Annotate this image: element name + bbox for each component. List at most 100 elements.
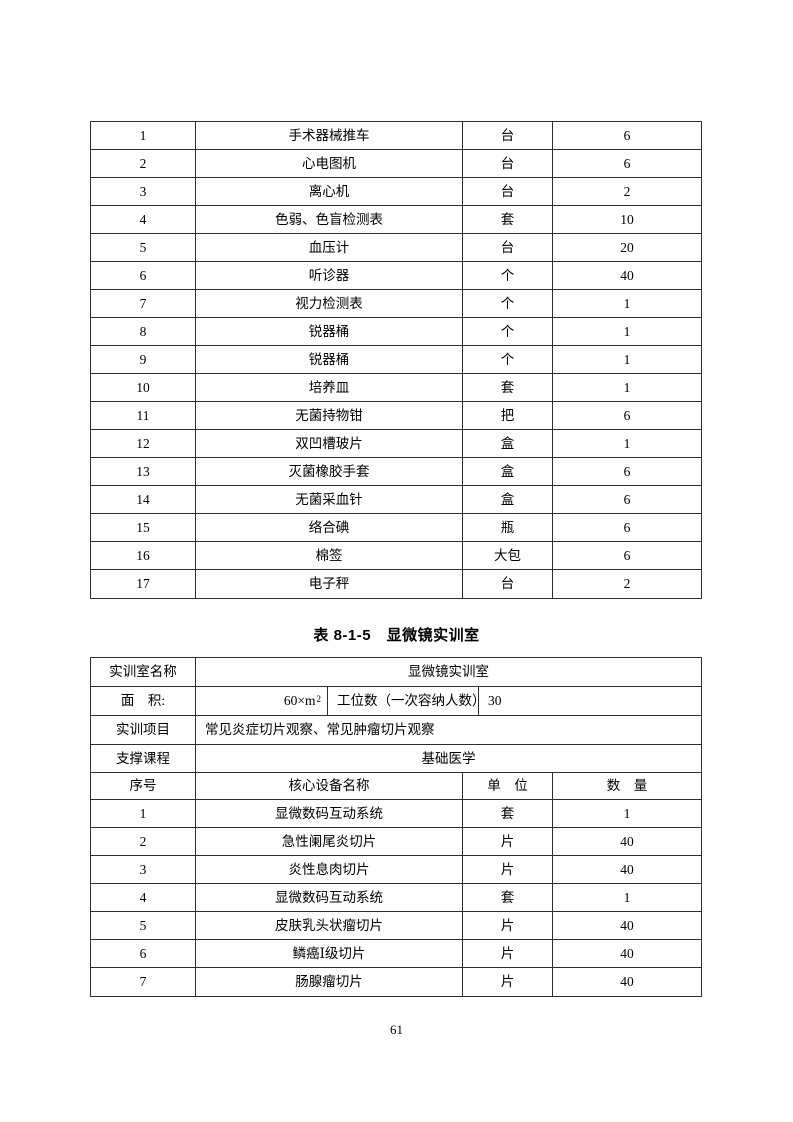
qty-cell: 1 [623, 379, 631, 395]
seq-cell: 9 [91, 346, 196, 373]
seq-cell: 6 [91, 262, 196, 289]
name-cell: 鳞癌Ⅰ级切片 [196, 940, 463, 967]
name-cell: 视力检测表 [196, 290, 463, 317]
table-row: 5 皮肤乳头状瘤切片 片 40 [91, 912, 701, 940]
name-cell: 显微数码互动系统 [196, 884, 463, 911]
name-cell: 听诊器 [196, 262, 463, 289]
qty-cell: 40 [620, 917, 634, 933]
table-row: 11 无菌持物钳 把 6 [91, 402, 701, 430]
unit-cell: 个 [463, 346, 553, 373]
name-cell: 棉签 [196, 542, 463, 569]
seq-cell: 13 [91, 458, 196, 485]
name-cell: 锐器桶 [196, 318, 463, 345]
unit-cell: 瓶 [463, 514, 553, 541]
room-name-value: 显微镜实训室 [408, 664, 489, 680]
unit-cell: 个 [463, 318, 553, 345]
unit-cell: 个 [463, 290, 553, 317]
name-cell: 血压计 [196, 234, 463, 261]
name-cell: 锐器桶 [196, 346, 463, 373]
seq-cell: 7 [91, 968, 196, 996]
table-row: 4 色弱、色盲检测表 套 10 [91, 206, 701, 234]
seq-cell: 3 [91, 856, 196, 883]
table-row: 6 鳞癌Ⅰ级切片 片 40 [91, 940, 701, 968]
area-capacity-row: 面 积: 60×m 2 工位数（一次容纳人数） 30 [91, 687, 701, 716]
seq-cell: 11 [91, 402, 196, 429]
table-row: 4 显微数码互动系统 套 1 [91, 884, 701, 912]
seq-cell: 10 [91, 374, 196, 401]
unit-cell: 套 [463, 884, 553, 911]
seq-cell: 7 [91, 290, 196, 317]
room-name-label: 实训室名称 [91, 658, 196, 686]
table-row: 9 锐器桶 个 1 [91, 346, 701, 374]
room-name-row: 实训室名称 显微镜实训室 [91, 658, 701, 687]
unit-cell: 盒 [463, 458, 553, 485]
qty-cell: 10 [620, 211, 634, 227]
qty-cell: 40 [620, 945, 634, 961]
name-header: 核心设备名称 [196, 773, 463, 799]
unit-cell: 台 [463, 234, 553, 261]
table-row: 1 显微数码互动系统 套 1 [91, 800, 701, 828]
unit-cell: 片 [463, 940, 553, 967]
seq-cell: 8 [91, 318, 196, 345]
qty-cell: 6 [623, 547, 631, 563]
unit-cell: 套 [463, 800, 553, 827]
seq-cell: 14 [91, 486, 196, 513]
table-row: 8 锐器桶 个 1 [91, 318, 701, 346]
qty-cell: 6 [623, 155, 631, 171]
table-row: 14 无菌采血针 盒 6 [91, 486, 701, 514]
table-row: 3 炎性息肉切片 片 40 [91, 856, 701, 884]
unit-cell: 大包 [463, 542, 553, 569]
page-number: 61 [390, 1022, 403, 1037]
name-cell: 色弱、色盲检测表 [196, 206, 463, 233]
unit-cell: 片 [463, 912, 553, 939]
area-superscript: 2 [316, 693, 322, 704]
qty-cell: 2 [623, 576, 631, 592]
unit-cell: 片 [463, 828, 553, 855]
seq-cell: 4 [91, 884, 196, 911]
unit-cell: 套 [463, 206, 553, 233]
name-cell: 急性阑尾炎切片 [196, 828, 463, 855]
capacity-value: 30 [488, 693, 502, 709]
qty-cell: 6 [623, 519, 631, 535]
qty-cell: 1 [623, 435, 631, 451]
unit-cell: 台 [463, 122, 553, 149]
qty-cell: 6 [623, 491, 631, 507]
equipment-table-continued: 1 手术器械推车 台 6 2 心电图机 台 6 3 离心机 台 2 4 色弱、色… [90, 121, 702, 599]
area-value: 60×m 2 [196, 687, 328, 715]
area-label: 面 积: [91, 687, 196, 715]
unit-cell: 台 [463, 570, 553, 598]
unit-cell: 盒 [463, 486, 553, 513]
seq-cell: 2 [91, 150, 196, 177]
table-row: 10 培养皿 套 1 [91, 374, 701, 402]
seq-cell: 1 [91, 800, 196, 827]
name-cell: 心电图机 [196, 150, 463, 177]
name-cell: 炎性息肉切片 [196, 856, 463, 883]
project-label: 实训项目 [91, 716, 196, 744]
qty-cell: 40 [620, 833, 634, 849]
qty-cell: 40 [620, 267, 634, 283]
unit-cell: 把 [463, 402, 553, 429]
name-cell: 灭菌橡胶手套 [196, 458, 463, 485]
name-cell: 显微数码互动系统 [196, 800, 463, 827]
unit-cell: 台 [463, 150, 553, 177]
qty-cell: 6 [623, 407, 631, 423]
qty-cell: 1 [623, 295, 631, 311]
seq-cell: 12 [91, 430, 196, 457]
unit-cell: 个 [463, 262, 553, 289]
unit-cell: 片 [463, 968, 553, 996]
name-cell: 双凹槽玻片 [196, 430, 463, 457]
qty-cell: 20 [620, 239, 634, 255]
microscope-room-table: 实训室名称 显微镜实训室 面 积: 60×m 2 工位数（一次容纳人数） 30 实… [90, 657, 702, 997]
qty-cell: 40 [620, 974, 634, 990]
seq-cell: 17 [91, 570, 196, 598]
qty-cell: 2 [623, 183, 631, 199]
name-cell: 电子秤 [196, 570, 463, 598]
name-cell: 培养皿 [196, 374, 463, 401]
capacity-label: 工位数（一次容纳人数） [328, 687, 479, 715]
seq-cell: 1 [91, 122, 196, 149]
seq-header: 序号 [91, 773, 196, 799]
name-cell: 离心机 [196, 178, 463, 205]
unit-cell: 套 [463, 374, 553, 401]
name-cell: 无菌采血针 [196, 486, 463, 513]
qty-cell: 1 [623, 805, 631, 821]
